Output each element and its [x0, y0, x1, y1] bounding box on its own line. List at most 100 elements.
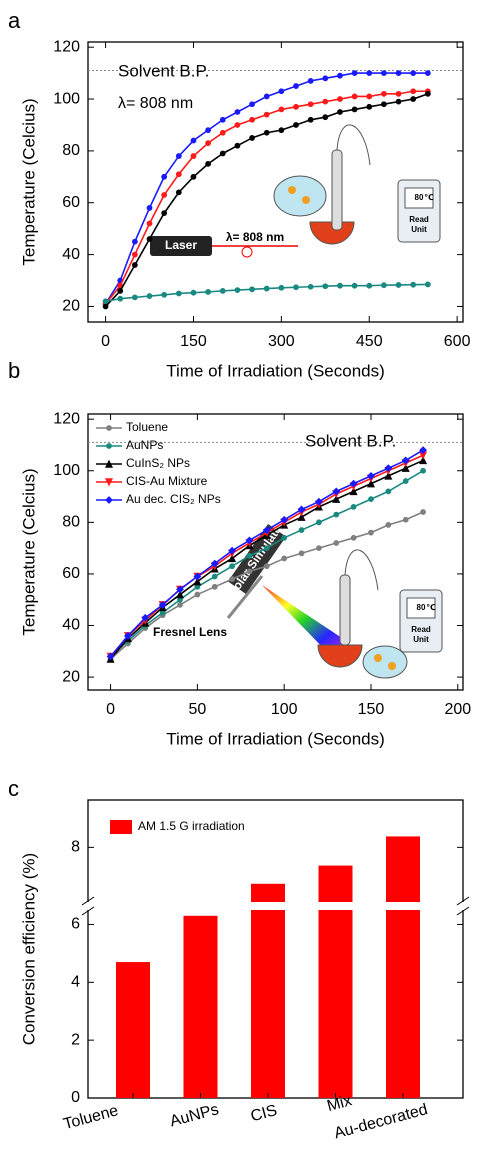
y-tick-label: 20	[62, 668, 80, 685]
marker	[366, 103, 373, 110]
marker	[141, 613, 150, 622]
marker	[278, 127, 285, 134]
x-tick-label: 0	[106, 701, 115, 718]
x-tick-label: 50	[188, 701, 206, 718]
marker	[161, 192, 168, 198]
marker	[424, 281, 431, 288]
marker	[263, 129, 270, 136]
marker	[322, 98, 329, 105]
inset-label: 80	[417, 603, 426, 612]
inset-label: 80	[415, 193, 424, 202]
marker	[349, 487, 358, 496]
marker	[131, 251, 138, 258]
x-tick-label: Mix	[325, 1092, 353, 1115]
x-tick-label: 0	[101, 333, 110, 350]
marker	[380, 90, 387, 97]
marker	[298, 550, 305, 557]
y-tick-label: 6	[71, 916, 80, 933]
marker	[263, 285, 270, 292]
wavelength-label: λ= 808 nm	[118, 95, 193, 112]
marker	[410, 70, 417, 77]
marker	[281, 534, 288, 541]
marker	[366, 70, 373, 77]
marker	[117, 287, 124, 294]
legend-swatch	[110, 820, 132, 834]
marker	[194, 591, 201, 598]
marker	[278, 284, 285, 291]
inset-illustration-a	[150, 124, 441, 258]
marker	[384, 471, 393, 480]
marker	[297, 505, 306, 514]
marker	[410, 281, 417, 288]
marker	[249, 135, 255, 141]
marker	[117, 295, 124, 302]
x-tick-label: 150	[180, 333, 207, 350]
marker	[401, 456, 410, 465]
marker	[350, 534, 357, 541]
x-axis-title: Time of Irradiation (Seconds)	[166, 729, 385, 748]
reference-label: Solvent B.P.	[305, 431, 396, 450]
marker	[190, 289, 197, 296]
marker	[402, 478, 409, 484]
legend-label: AM 1.5 G irradiation	[138, 819, 245, 833]
marker	[262, 526, 271, 534]
marker	[395, 98, 402, 105]
marker	[420, 467, 426, 474]
inset-label: ℃	[424, 193, 434, 202]
marker	[161, 291, 168, 298]
marker	[219, 129, 226, 136]
marker	[228, 554, 237, 563]
y-tick-label: 0	[71, 1089, 80, 1106]
y-axis-title: Temperature (Celcius)	[19, 98, 38, 265]
marker	[146, 293, 153, 299]
y-tick-label: 80	[62, 142, 80, 159]
axis-break-mark	[456, 896, 470, 906]
marker	[229, 563, 235, 570]
marker	[175, 189, 182, 196]
panel-label: c	[8, 776, 19, 801]
axis-break-gap	[84, 902, 467, 910]
marker	[316, 545, 322, 552]
marker	[293, 122, 299, 128]
inset-label: Solar Simulator	[225, 518, 288, 599]
x-tick-label: 100	[271, 701, 298, 718]
y-tick-label: 40	[62, 617, 80, 634]
marker	[349, 479, 358, 488]
inset-label: Read	[411, 625, 431, 634]
marker	[351, 106, 358, 113]
y-tick-label: 120	[53, 410, 80, 427]
inset-label: λ= 808 nm	[226, 230, 284, 244]
marker	[246, 568, 253, 575]
marker	[234, 109, 241, 115]
marker	[245, 536, 254, 545]
marker	[395, 70, 402, 77]
marker	[234, 142, 241, 149]
marker	[124, 631, 132, 640]
marker	[337, 96, 343, 102]
marker	[219, 150, 226, 157]
marker	[190, 153, 197, 159]
plot-frame	[87, 413, 464, 691]
x-tick-label: AuNPs	[168, 1101, 221, 1130]
legend-label: AuNPs	[126, 438, 163, 452]
marker	[229, 576, 235, 582]
marker	[146, 236, 153, 242]
marker	[211, 573, 218, 580]
x-tick-label: 600	[444, 333, 471, 350]
legend-label: Au dec. CIS₂ NPs	[126, 492, 221, 506]
marker	[249, 116, 255, 123]
marker	[193, 577, 202, 586]
legend-marker	[104, 459, 114, 468]
marker	[193, 572, 202, 581]
x-tick-label: 300	[268, 333, 295, 350]
plot-frame	[87, 41, 464, 323]
marker	[307, 116, 314, 123]
y-tick-label: 8	[71, 839, 80, 856]
marker	[278, 106, 285, 113]
legend-marker	[106, 443, 112, 449]
x-tick-label: 150	[358, 701, 385, 718]
y-axis-title: Temperature (Celcius)	[19, 468, 38, 635]
marker	[293, 83, 299, 89]
marker	[380, 101, 387, 108]
